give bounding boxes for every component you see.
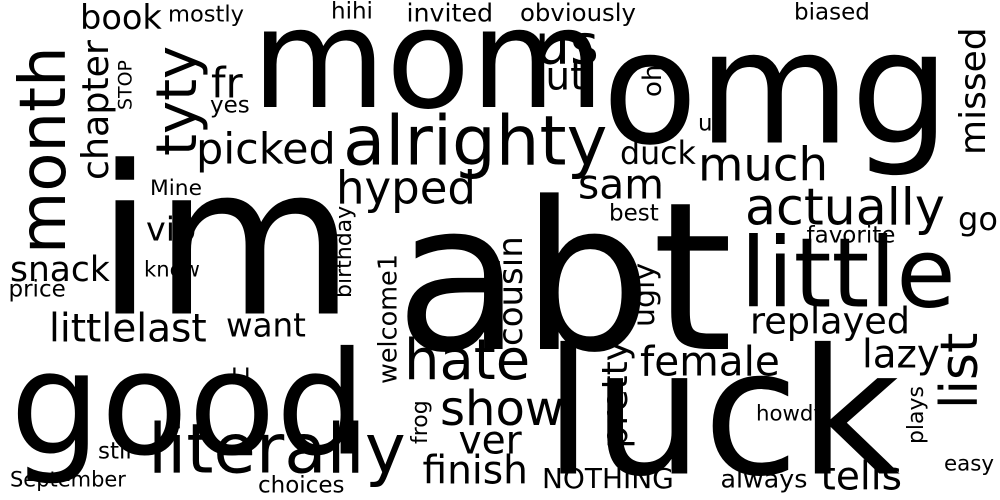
word-stil: stil	[98, 438, 132, 465]
word-actually: actually	[745, 177, 945, 237]
word-sam: sam	[578, 160, 664, 209]
word-mostly: mostly	[168, 1, 244, 28]
word-us: us	[535, 13, 599, 78]
word-yes: yes	[210, 92, 250, 119]
word-lazy: lazy	[862, 332, 940, 378]
word-literally: literally	[148, 409, 406, 490]
word-invited: invited	[406, 0, 494, 28]
word-book: book	[80, 0, 162, 37]
word-ugly: ugly	[627, 262, 662, 327]
word-always: always	[720, 464, 808, 494]
word-luck: luck	[544, 312, 901, 500]
word-finish: finish	[422, 448, 528, 494]
word-mom: mom	[251, 0, 605, 140]
word-duck: duck	[620, 136, 696, 172]
word-plays: plays	[904, 386, 929, 444]
word-easy: easy	[944, 451, 994, 477]
word-best: best	[609, 200, 659, 227]
word-knew: knew	[144, 256, 200, 282]
word-littlelast: littlelast	[49, 306, 207, 352]
word-list: list	[930, 332, 990, 409]
word-frog: frog	[408, 400, 433, 444]
word-replayed: replayed	[750, 299, 911, 343]
word-stop: STOP	[114, 60, 137, 110]
word-ver: ver	[458, 418, 522, 464]
word-pretty: pretty	[595, 339, 636, 449]
word-price: price	[8, 276, 66, 303]
word-september: September	[10, 467, 126, 492]
word-missed: missed	[953, 27, 994, 155]
word-choices: choices	[258, 472, 345, 499]
word-snack: snack	[10, 250, 110, 290]
word-omg: omg	[602, 0, 951, 180]
word-hate: hate	[404, 328, 531, 393]
word-fr: fr	[211, 59, 243, 108]
word-hyped: hyped	[336, 161, 476, 215]
word-alrighty: alrighty	[343, 101, 608, 182]
word-little: little	[740, 216, 956, 330]
word-tells: tells	[820, 454, 902, 500]
word-oh: oh	[638, 64, 668, 97]
word-welcome1: welcome1	[373, 254, 404, 384]
word-howdy: howdy	[756, 401, 826, 427]
word-abt: abt	[395, 158, 733, 398]
word-chapter: chapter	[74, 40, 117, 180]
word-ur: ur	[698, 110, 722, 137]
word-female: female	[640, 337, 780, 386]
word-birthday: birthday	[332, 205, 357, 298]
word-li: LI	[231, 364, 251, 391]
word-im: im	[96, 121, 356, 363]
word-show: show	[440, 381, 565, 437]
word-nothing: NOTHING	[542, 462, 674, 495]
word-mine: Mine	[150, 176, 202, 201]
word-favorite: favorite	[806, 222, 896, 249]
word-obviously: obviously	[520, 0, 636, 27]
word-go: go	[958, 200, 998, 238]
word-vip: vip	[146, 209, 197, 249]
word-hihi: hihi	[331, 0, 373, 25]
word-much: much	[698, 137, 829, 192]
word-biased: biased	[794, 0, 870, 26]
word-month: month	[7, 46, 81, 254]
word-picked: picked	[196, 124, 336, 175]
word-want: want	[226, 306, 306, 345]
word-good: good	[10, 320, 367, 488]
word-cousin: cousin	[491, 236, 531, 346]
word-jut: jut	[534, 54, 586, 100]
